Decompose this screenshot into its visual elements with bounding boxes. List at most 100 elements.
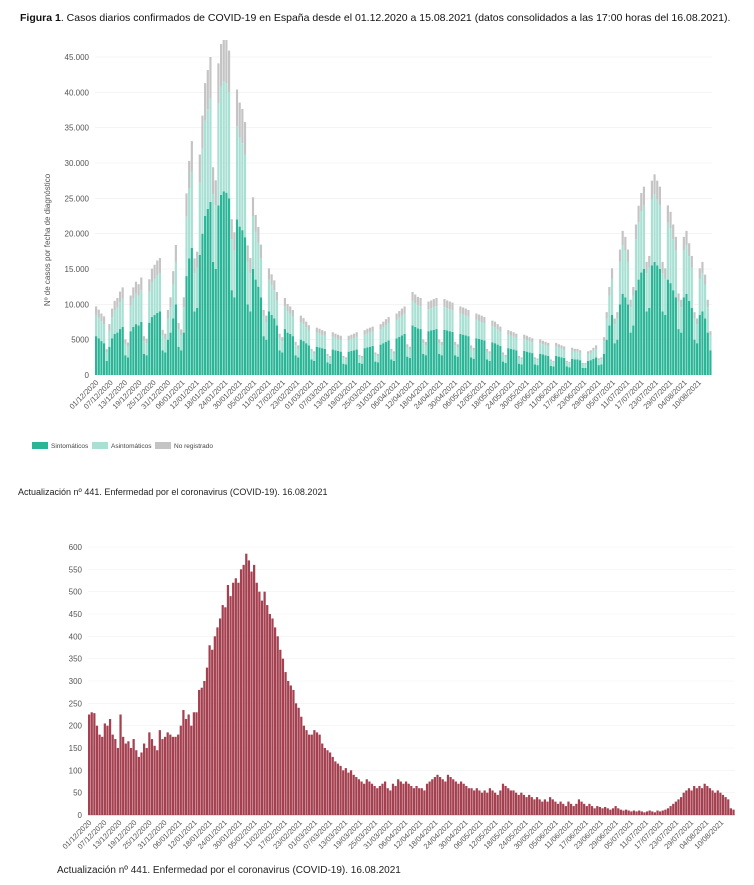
cases-bar-asintomaticos [110,317,114,339]
cases-bar-sintomaticos [180,350,183,375]
deaths-bar [711,790,714,815]
deaths-bar [611,808,615,815]
cases-bar-no-registrado [451,302,454,311]
cases-bar-asintomaticos [555,346,558,356]
deaths-bar [525,797,528,815]
deaths-y-tick-label: 150 [69,744,83,753]
cases-bar-sintomaticos [472,358,475,375]
deaths-bar [365,779,368,815]
cases-bar-sintomaticos [454,355,457,375]
cases-bar-asintomaticos [661,273,664,312]
deaths-bar [661,810,664,815]
cases-bar-no-registrado [110,308,114,318]
cases-bar-asintomaticos [544,345,547,356]
cases-y-tick-label: 25.000 [65,194,90,203]
cases-bar-sintomaticos [116,332,119,375]
cases-bar-asintomaticos [688,256,691,301]
cases-bar-no-registrado [193,258,196,274]
cases-bar-no-registrado [688,243,691,257]
cases-bar-asintomaticos [581,364,584,368]
deaths-bar [386,788,389,815]
cases-bar-sintomaticos [552,366,555,375]
deaths-bar [590,806,594,815]
cases-bar-asintomaticos [650,199,654,266]
deaths-bar [111,734,114,815]
deaths-bar [103,723,106,815]
deaths-bar [407,783,410,815]
deaths-bar [331,756,334,815]
deaths-bar [137,756,140,815]
cases-bar-sintomaticos [331,349,334,375]
cases-bar-sintomaticos [512,349,515,375]
cases-bar-sintomaticos [371,346,374,375]
cases-bar-no-registrado [459,306,462,314]
cases-bar-asintomaticos [701,273,704,312]
deaths-bar [679,797,683,815]
cases-bar-sintomaticos [222,191,225,375]
cases-bar-sintomaticos [150,317,154,375]
cases-bar-sintomaticos [355,349,358,375]
cases-bar-no-registrado [153,264,156,279]
cases-bar-asintomaticos [539,343,542,354]
cases-bar-sintomaticos [105,360,108,375]
cases-bar-no-registrado [339,335,342,341]
cases-bar-asintomaticos [709,335,712,351]
deaths-bar [651,811,654,815]
cases-bar-no-registrado [227,50,231,93]
cases-bar-asintomaticos [573,351,576,360]
cases-bar-sintomaticos [589,360,592,375]
cases-bar-sintomaticos [344,364,348,375]
deaths-bar [394,785,397,815]
cases-bar-no-registrado [629,299,632,308]
cases-bar-sintomaticos [267,311,271,375]
cases-bar-no-registrado [650,180,654,200]
deaths-bar [494,792,497,815]
cases-bar-asintomaticos [491,326,494,343]
cases-bar-asintomaticos [331,336,334,350]
cases-bar-sintomaticos [493,343,497,375]
deaths-y-tick-label: 400 [69,632,83,641]
cases-bar-sintomaticos [315,346,318,375]
cases-bar-no-registrado [422,339,425,344]
cases-bar-asintomaticos [400,315,404,336]
deaths-bar [143,743,146,815]
legend-label: No registrado [174,443,213,450]
deaths-bar [478,790,481,815]
cases-bar-no-registrado [180,329,183,336]
cases-bar-sintomaticos [243,237,247,375]
cases-bar-asintomaticos [344,359,348,365]
cases-bar-no-registrado [682,236,685,251]
cases-bar-asintomaticos [602,341,606,354]
deaths-bar [273,627,277,815]
cases-bar-asintomaticos [549,361,552,366]
cases-bar-no-registrado [648,255,651,268]
cases-bar-sintomaticos [634,290,638,375]
cases-bar-no-registrado [406,344,409,348]
deaths-bar [399,781,402,815]
cases-bar-no-registrado [403,306,406,314]
cases-bar-sintomaticos [321,348,324,375]
deaths-bar [441,779,444,815]
deaths-bar [119,714,122,815]
cases-bar-asintomaticos [541,344,544,355]
cases-bar-asintomaticos [674,250,677,298]
cases-bar-sintomaticos [384,341,388,375]
deaths-bar [184,718,188,815]
deaths-bar [517,794,520,815]
deaths-bar [638,810,641,815]
cases-bar-no-registrado [267,268,271,280]
cases-bar-no-registrado [674,236,677,251]
cases-bar-sintomaticos [666,279,669,375]
cases-bar-no-registrado [408,346,411,350]
cases-bar-sintomaticos [592,358,595,375]
cases-bar-sintomaticos [395,338,398,375]
cases-y-tick-label: 45.000 [65,53,90,62]
cases-bar-asintomaticos [225,83,228,193]
deaths-bar [187,714,190,815]
deaths-bar [465,785,468,815]
deaths-bar [300,716,303,815]
cases-bar-asintomaticos [278,337,281,351]
cases-bar-no-registrado [576,348,579,352]
cases-bar-asintomaticos [174,261,177,305]
cases-bar-sintomaticos [448,331,451,375]
